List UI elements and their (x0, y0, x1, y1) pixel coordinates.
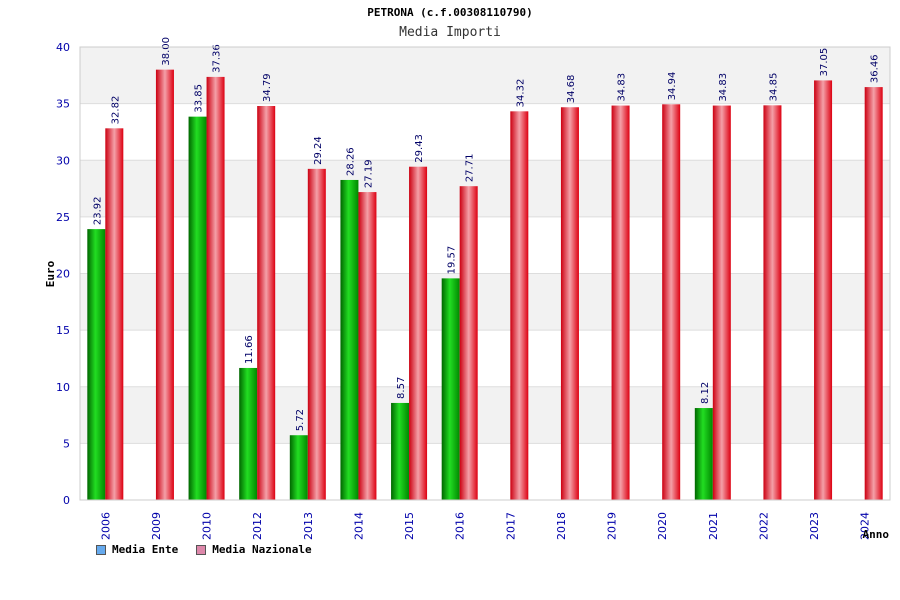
bar-media-nazionale-2017 (510, 111, 529, 501)
legend-swatch-media-ente (96, 544, 106, 555)
x-tick-label: 2010 (201, 512, 214, 540)
bar-media-nazionale-2015 (409, 166, 428, 500)
bar-media-nazionale-2019 (611, 105, 630, 501)
value-label: 34.94 (667, 72, 678, 101)
x-tick-label: 2015 (403, 512, 416, 540)
y-tick-label: 10 (56, 381, 70, 394)
x-tick-label: 2016 (454, 512, 467, 540)
value-label: 34.83 (718, 73, 729, 102)
y-tick-label: 0 (63, 494, 70, 507)
bar-media-ente-2014 (340, 179, 359, 500)
x-tick-label: 2009 (150, 512, 163, 540)
bar-media-nazionale-2016 (459, 186, 478, 500)
y-tick-label: 15 (56, 324, 70, 337)
value-label: 29.24 (313, 136, 324, 165)
y-tick-label: 40 (56, 41, 70, 54)
x-tick-label: 2020 (656, 512, 669, 540)
x-tick-label: 2014 (352, 512, 365, 540)
value-label: 37.36 (212, 44, 223, 73)
legend-item-media-nazionale: Media Nazionale (196, 543, 312, 556)
value-label: 27.19 (363, 159, 374, 188)
bar-media-ente-2006 (87, 229, 106, 500)
value-label: 34.32 (515, 79, 526, 108)
value-label: 27.71 (465, 154, 476, 183)
value-labels-group: 23.92 32.82 38.00 33.85 37.36 11.66 34.79 5.72 2… (92, 37, 880, 431)
x-tick-label: 2017 (504, 512, 517, 540)
legend: Media Ente Media Nazionale (96, 543, 312, 556)
y-tick-label: 20 (56, 268, 70, 281)
x-tick-label: 2012 (251, 512, 264, 540)
value-label: 8.57 (396, 377, 407, 399)
y-tick-label: 35 (56, 98, 70, 111)
bar-media-ente-2013 (289, 435, 308, 500)
value-label: 34.85 (768, 73, 779, 102)
chart-subtitle: Media Importi (399, 25, 501, 40)
value-label: 34.83 (617, 73, 628, 102)
axes-group: 0 5 10 15 20 25 30 35 40 2006 2009 2010 2012 2013 2014… (44, 41, 891, 541)
legend-label-media-nazionale: Media Nazionale (212, 543, 312, 556)
plot-frame (79, 46, 891, 501)
bar-media-nazionale-2006 (105, 128, 124, 500)
value-label: 34.79 (262, 73, 273, 102)
x-tick-label: 2023 (808, 512, 821, 540)
bar-media-nazionale-2023 (814, 80, 833, 500)
x-axis-label: Anno (863, 528, 890, 541)
bar-media-nazionale-2022 (763, 105, 782, 500)
value-label: 36.46 (870, 54, 881, 83)
bar-media-nazionale-2009 (155, 69, 174, 501)
bars-group (87, 69, 883, 501)
bar-media-nazionale-2013 (307, 168, 326, 500)
bar-media-ente-2010 (188, 116, 207, 501)
y-tick-label: 30 (56, 154, 70, 167)
x-tick-label: 2024 (859, 512, 872, 540)
value-label: 23.92 (92, 196, 103, 225)
value-label: 19.57 (447, 246, 458, 275)
bar-media-ente-2021 (694, 408, 713, 500)
value-label: 34.68 (566, 75, 577, 104)
x-tick-label: 2018 (555, 512, 568, 540)
bar-media-nazionale-2024 (864, 87, 883, 500)
value-label: 32.82 (110, 96, 121, 125)
x-tick-label: 2006 (99, 512, 112, 540)
chart-title: PETRONA (c.f.00308110790) (367, 6, 533, 19)
value-label: 28.26 (345, 147, 356, 176)
bar-media-nazionale-2020 (662, 104, 681, 500)
value-label: 37.05 (819, 48, 830, 77)
bar-media-nazionale-2012 (257, 106, 276, 501)
value-label: 38.00 (161, 37, 172, 66)
x-tick-label: 2021 (707, 512, 720, 540)
value-label: 8.12 (700, 382, 711, 404)
bar-media-nazionale-2014 (358, 192, 377, 501)
bar-media-ente-2015 (391, 402, 410, 500)
legend-swatch-media-nazionale (196, 544, 207, 555)
x-tick-label: 2019 (606, 512, 619, 540)
y-tick-label: 25 (56, 211, 70, 224)
x-tick-label: 2022 (757, 512, 770, 540)
bar-media-ente-2016 (441, 278, 460, 500)
value-label: 11.66 (244, 335, 255, 364)
value-label: 5.72 (295, 409, 306, 431)
legend-label-media-ente: Media Ente (112, 543, 179, 556)
value-label: 33.85 (194, 84, 205, 113)
bar-media-nazionale-2018 (560, 107, 579, 501)
value-label: 29.43 (414, 134, 425, 163)
legend-item-media-ente: Media Ente (96, 543, 178, 556)
bar-media-ente-2012 (239, 367, 258, 500)
bar-media-nazionale-2021 (712, 105, 731, 501)
bar-media-nazionale-2010 (206, 76, 225, 500)
x-tick-label: 2013 (302, 512, 315, 540)
y-tick-label: 5 (63, 437, 70, 450)
y-axis-label: Euro (44, 260, 57, 287)
